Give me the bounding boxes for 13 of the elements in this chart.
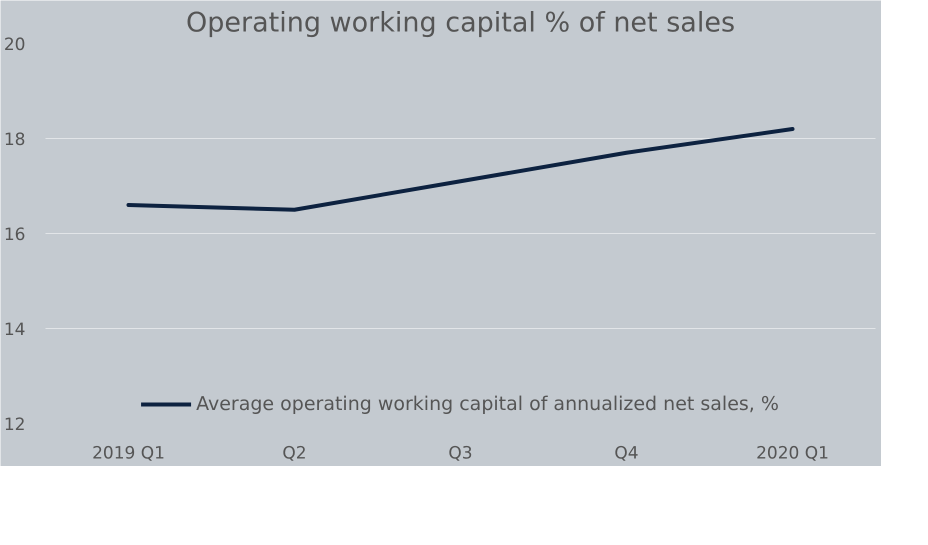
y-tick-label: 20 bbox=[4, 35, 26, 55]
x-tick-label: 2020 Q1 bbox=[756, 444, 829, 464]
x-tick-label: Q3 bbox=[448, 444, 473, 464]
y-tick-label: 16 bbox=[4, 225, 26, 245]
legend-label: Average operating working capital of annualized net sales, % bbox=[196, 393, 779, 415]
x-tick-label: 2019 Q1 bbox=[92, 444, 165, 464]
line-series bbox=[126, 127, 794, 212]
x-tick-label: Q4 bbox=[614, 444, 639, 464]
y-tick-label: 18 bbox=[4, 130, 26, 150]
y-tick-label: 12 bbox=[4, 415, 26, 435]
chart-title: Operating working capital % of net sales bbox=[186, 8, 736, 38]
y-tick-label: 14 bbox=[4, 320, 26, 340]
x-tick-label: Q2 bbox=[282, 444, 307, 464]
